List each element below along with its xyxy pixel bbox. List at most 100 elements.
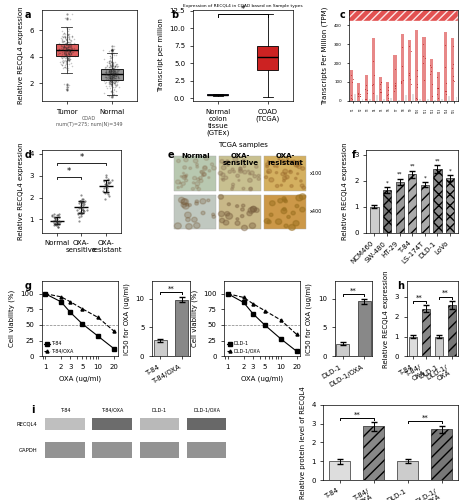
Point (65, 25, 73, 33)
Point (109, 86, 116, 94)
Point (112, 68, 119, 76)
Point (103, 75, 110, 83)
Point (60, 44, 68, 52)
Point (67, 42, 74, 50)
Circle shape (254, 208, 259, 212)
Point (58, 32, 66, 40)
Text: **: ** (442, 290, 449, 296)
Point (114, 66, 121, 74)
Point (61, 29, 68, 37)
Point (110, 74, 118, 82)
Circle shape (235, 221, 240, 226)
Point (65, 56, 72, 64)
Point (108, 70, 115, 78)
Point (108, 72, 115, 80)
DLD-1/OXA (250, 300, 256, 306)
Bar (431, 430, 452, 480)
Point (61, 50, 69, 58)
Point (392, 82, 399, 90)
Point (65, 42, 73, 50)
Bar (422, 37, 425, 101)
T-84 (68, 310, 73, 316)
Point (103, 180, 111, 188)
Point (106, 62, 114, 70)
Circle shape (299, 163, 301, 165)
Point (114, 72, 122, 80)
Point (106, 76, 113, 84)
Point (114, 72, 121, 80)
Point (369, 80, 376, 88)
Point (65, 60, 73, 68)
Point (108, 76, 115, 84)
Point (399, 42, 406, 50)
Point (426, 70, 434, 78)
Point (78, 195, 85, 203)
Point (112, 76, 119, 84)
Point (67, 38, 74, 46)
Circle shape (248, 178, 252, 182)
Point (109, 82, 117, 90)
Circle shape (236, 204, 238, 208)
Circle shape (221, 178, 223, 180)
Circle shape (282, 176, 287, 180)
Point (109, 78, 117, 86)
Point (58, 52, 65, 60)
Circle shape (269, 213, 273, 216)
Point (60, 50, 68, 58)
Point (107, 66, 115, 74)
Bar (456, 97, 457, 101)
Point (106, 74, 114, 82)
Point (110, 75, 117, 83)
Point (102, 172, 109, 179)
Point (64, 49, 72, 57)
Circle shape (297, 173, 299, 174)
Circle shape (239, 170, 242, 172)
Point (107, 78, 114, 86)
Point (64, 66, 72, 74)
Point (399, 62, 406, 70)
T-84/OXA (58, 294, 64, 300)
Point (107, 64, 114, 72)
Circle shape (295, 204, 299, 208)
Point (65, 30, 72, 38)
Point (105, 46, 113, 54)
Point (101, 188, 108, 196)
Point (111, 85, 118, 93)
Point (407, 80, 414, 88)
X-axis label: OXA (ug/ml): OXA (ug/ml) (58, 376, 100, 382)
Point (109, 78, 116, 86)
Point (107, 80, 115, 88)
Circle shape (302, 186, 306, 190)
Bar (383, 190, 391, 232)
Point (58, 36, 66, 44)
Point (108, 68, 115, 76)
Point (412, 94, 419, 102)
Point (54, 222, 61, 230)
Point (111, 70, 119, 78)
Bar (370, 206, 379, 233)
Point (67, 38, 74, 46)
Point (111, 62, 119, 70)
Point (63, 86, 71, 94)
Circle shape (253, 174, 257, 178)
Point (66, 35, 73, 43)
Point (107, 93, 114, 101)
Point (67, 44, 74, 52)
Circle shape (210, 163, 214, 166)
Point (109, 61, 117, 69)
Point (112, 60, 119, 68)
Point (111, 76, 119, 84)
Point (60, 38, 67, 46)
Point (64, 43, 72, 51)
Circle shape (300, 194, 306, 200)
Point (106, 52, 114, 60)
Point (105, 179, 113, 187)
Point (63, 53, 71, 61)
Point (62, 50, 69, 58)
Point (113, 81, 120, 89)
Circle shape (240, 214, 244, 218)
Point (107, 69, 114, 77)
Point (54, 219, 62, 227)
Point (49, 211, 56, 219)
Point (106, 178, 113, 186)
